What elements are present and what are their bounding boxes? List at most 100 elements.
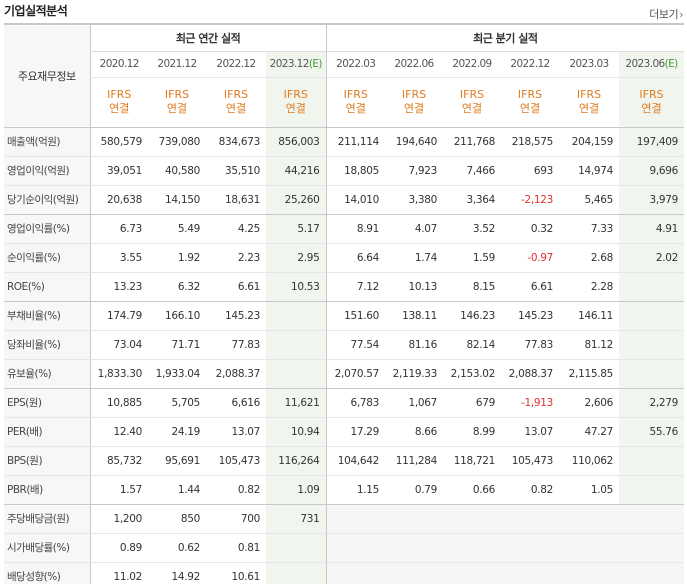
table-cell: [385, 504, 444, 534]
table-cell: -0.97: [501, 243, 560, 273]
table-cell: 6.73: [89, 214, 148, 244]
table-cell: 6,616: [206, 388, 266, 418]
table-cell: 7,923: [385, 156, 444, 186]
table-cell: 2.23: [206, 243, 266, 273]
table-cell: [619, 475, 685, 505]
table-cell: 5.49: [148, 214, 206, 244]
table-cell: [385, 562, 444, 584]
table-cell: [619, 504, 685, 534]
table-cell: 138.11: [385, 301, 444, 331]
table-cell: 85,732: [89, 446, 148, 476]
table-row: 시가배당률(%) 0.89 0.62 0.81: [4, 533, 685, 563]
basis-ifrs: IFRS: [107, 88, 132, 101]
table-cell: 146.23: [443, 301, 502, 331]
table-cell: 0.81: [206, 533, 266, 563]
row-label: 영업이익(억원): [4, 156, 90, 186]
table-cell: 2,088.37: [206, 359, 266, 389]
table-cell: 10.53: [266, 272, 327, 302]
basis-ifrs: IFRS: [223, 88, 249, 101]
table-cell: 1,833.30: [89, 359, 148, 389]
table-cell: 856,003: [266, 127, 327, 157]
table-cell: 6,783: [325, 388, 386, 418]
row-label: 유보율(%): [4, 359, 90, 389]
table-cell: 1.74: [385, 243, 444, 273]
table-cell: [443, 533, 502, 563]
table-cell: 35,510: [206, 156, 266, 186]
table-cell: 14,150: [148, 185, 206, 215]
table-cell: 81.16: [385, 330, 444, 360]
table-cell: 9,696: [619, 156, 685, 186]
basis-header: IFRS 연결: [89, 77, 148, 128]
table-cell: 4.07: [385, 214, 444, 244]
table-cell: 1.92: [148, 243, 206, 273]
basis-ifrs: IFRS: [343, 88, 368, 101]
period-label: 2020.12: [99, 58, 140, 70]
table-cell: [266, 301, 327, 331]
table-cell: 24.19: [148, 417, 206, 447]
table-cell: 39,051: [89, 156, 148, 186]
table-cell: 0.82: [206, 475, 266, 505]
table-cell: 739,080: [148, 127, 206, 157]
table-cell: 18,631: [206, 185, 266, 215]
table-cell: 81.12: [559, 330, 620, 360]
table-cell: 146.11: [559, 301, 620, 331]
table-cell: 116,264: [266, 446, 327, 476]
table-cell: 1,067: [385, 388, 444, 418]
table-cell: 14.92: [148, 562, 206, 584]
period-header: 2023.03: [559, 51, 620, 78]
table-cell: [325, 533, 386, 563]
more-label: 더보기: [649, 8, 679, 21]
period-label: 2023.12: [269, 58, 310, 70]
table-cell: 13.23: [89, 272, 148, 302]
row-label: 당좌비율(%): [4, 330, 90, 360]
table-row: 당좌비율(%) 73.04 71.71 77.83 77.54 81.16 82.14 77.…: [4, 330, 685, 360]
table-row: 영업이익률(%) 6.73 5.49 4.25 5.17 8.91 4.07 3.52 0.32…: [4, 214, 685, 244]
table-cell: 10.61: [206, 562, 266, 584]
period-label: 2022.03: [336, 58, 376, 70]
table-cell: 2,279: [619, 388, 685, 418]
table-cell: 3,979: [619, 185, 685, 215]
more-link[interactable]: 더보기›: [649, 6, 683, 22]
table-cell: 0.32: [501, 214, 560, 244]
row-label: 배당성향(%): [4, 562, 90, 584]
table-cell: 2.95: [266, 243, 327, 273]
table-cell: 3.52: [443, 214, 502, 244]
table-cell: 679: [443, 388, 502, 418]
table-body: 매출액(억원) 580,579 739,080 834,673 856,003 211,1…: [4, 127, 685, 584]
table-cell: [325, 562, 386, 584]
table-cell: 1.57: [89, 475, 148, 505]
table-cell: [619, 562, 685, 584]
table-cell: [619, 446, 685, 476]
basis-header: IFRS 연결: [266, 77, 327, 128]
table-cell: [619, 533, 685, 563]
table-cell: 3,380: [385, 185, 444, 215]
basis-ifrs: IFRS: [164, 88, 190, 101]
table-cell: 20,638: [89, 185, 148, 215]
table-cell: 0.82: [501, 475, 560, 505]
table-row: 매출액(억원) 580,579 739,080 834,673 856,003 211,1…: [4, 127, 685, 157]
table-cell: [443, 504, 502, 534]
table-cell: -2,123: [501, 185, 560, 215]
period-label: 2023.06: [625, 58, 665, 70]
table-row: BPS(원) 85,732 95,691 105,473 116,264 104,642 1…: [4, 446, 685, 476]
table-row: ROE(%) 13.23 6.32 6.61 10.53 7.12 10.13 8.15 6.6…: [4, 272, 685, 302]
table-cell: 105,473: [206, 446, 266, 476]
quarter-group-header: 최근 분기 실적: [325, 23, 685, 52]
period-header: 2023.12(E): [266, 51, 327, 78]
table-cell: 6.61: [206, 272, 266, 302]
basis-header: IFRS 연결: [619, 77, 685, 128]
table-cell: 82.14: [443, 330, 502, 360]
table-cell: 5,705: [148, 388, 206, 418]
period-header: 2022.12: [501, 51, 560, 78]
table-cell: [266, 330, 327, 360]
financial-summary-table: 주요재무정보 최근 연간 실적 최근 분기 실적 2020.12 2021.12 2…: [4, 23, 685, 584]
row-label: 부채비율(%): [4, 301, 90, 331]
table-cell: 211,114: [325, 127, 386, 157]
table-cell: 1,933.04: [148, 359, 206, 389]
table-cell: 1,200: [89, 504, 148, 534]
table-row: 유보율(%) 1,833.30 1,933.04 2,088.37 2,070.57 2,…: [4, 359, 685, 389]
basis-ifrs: IFRS: [517, 88, 543, 101]
basis-ifrs: IFRS: [401, 88, 427, 101]
table-cell: 2.02: [619, 243, 685, 273]
table-cell: 7.33: [559, 214, 620, 244]
